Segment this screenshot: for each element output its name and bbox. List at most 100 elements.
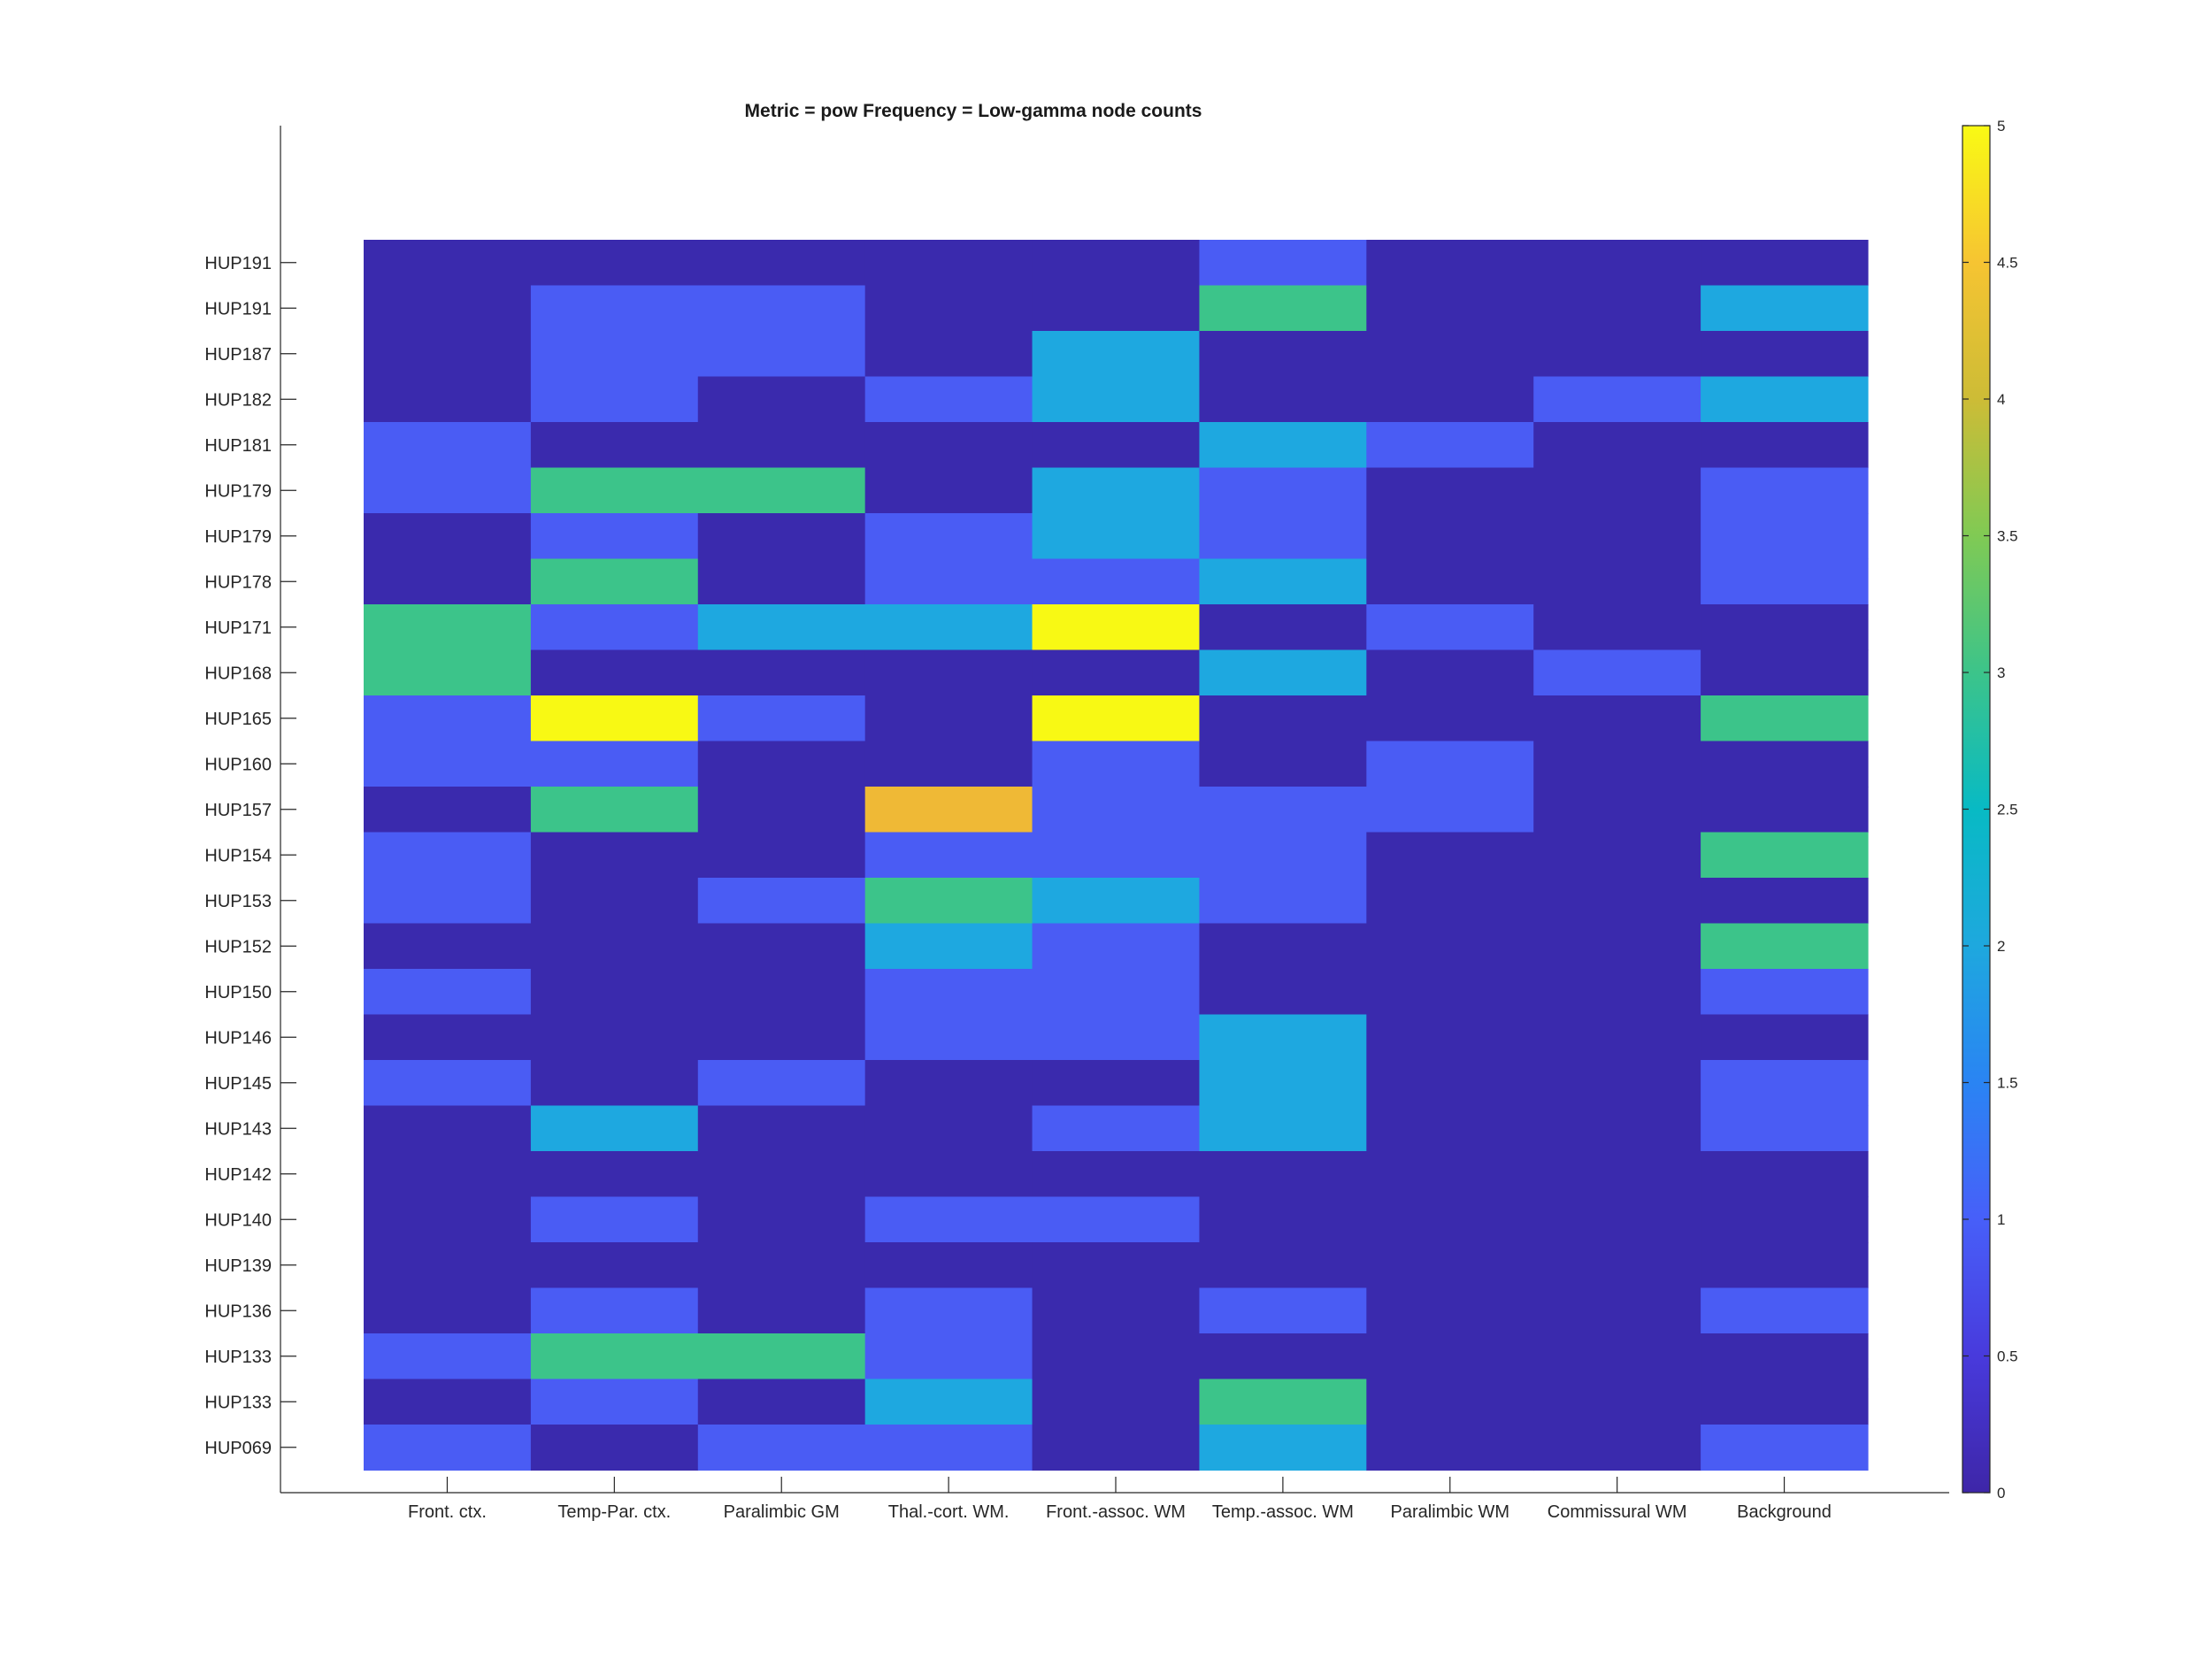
heatmap-cell bbox=[697, 1060, 866, 1107]
heatmap-cell bbox=[1701, 376, 1869, 423]
heatmap-cell bbox=[1032, 1105, 1201, 1152]
heatmap-cell bbox=[364, 422, 532, 469]
heatmap-cell bbox=[530, 1379, 699, 1425]
heatmap-cell bbox=[697, 1105, 866, 1152]
heatmap-cell bbox=[1533, 969, 1701, 1016]
heatmap-cell bbox=[1366, 1196, 1534, 1243]
heatmap-cell bbox=[1533, 467, 1701, 514]
heatmap-cell bbox=[697, 467, 866, 514]
heatmap-cell bbox=[1366, 240, 1534, 287]
heatmap-cell bbox=[530, 787, 699, 833]
heatmap-cell bbox=[364, 695, 532, 742]
heatmap-cell bbox=[1366, 1105, 1534, 1152]
heatmap-cell bbox=[864, 513, 1033, 560]
heatmap-cell bbox=[1032, 1242, 1201, 1289]
heatmap-cell bbox=[1366, 467, 1534, 514]
heatmap-cell bbox=[1199, 1060, 1367, 1107]
colorbar: 0 0.5 1 1.5 2 2.5 3 3.5 4 4.5 5 bbox=[1962, 118, 2018, 1502]
heatmap-cell bbox=[1032, 878, 1201, 925]
y-tick-label: HUP145 bbox=[204, 1074, 272, 1094]
heatmap-cell bbox=[530, 1151, 699, 1198]
heatmap-cell bbox=[1032, 1196, 1201, 1243]
heatmap-cell bbox=[1533, 558, 1701, 605]
heatmap-cell bbox=[364, 1287, 532, 1334]
heatmap-cell bbox=[530, 1014, 699, 1061]
heatmap-cell bbox=[1199, 376, 1367, 423]
heatmap-cell bbox=[364, 1060, 532, 1107]
heatmap-cell bbox=[364, 1196, 532, 1243]
heatmap-cell bbox=[1199, 240, 1367, 287]
heatmap-cell bbox=[364, 1333, 532, 1380]
heatmap-cell bbox=[1366, 649, 1534, 696]
heatmap-cell bbox=[1032, 467, 1201, 514]
heatmap-cell bbox=[530, 1425, 699, 1471]
heatmap-cell bbox=[697, 649, 866, 696]
heatmap-cell bbox=[1701, 969, 1869, 1016]
heatmap-cell bbox=[1032, 649, 1201, 696]
x-ticks: Front. ctx. Temp-Par. ctx. Paralimbic GM Th… bbox=[408, 1477, 1832, 1522]
y-tick-label: HUP143 bbox=[204, 1119, 272, 1139]
heatmap-cell bbox=[1032, 285, 1201, 332]
heatmap-cell bbox=[697, 1014, 866, 1061]
heatmap-cell bbox=[1199, 923, 1367, 970]
heatmap-cell bbox=[1701, 1379, 1869, 1425]
heatmap-cell bbox=[1366, 923, 1534, 970]
heatmap-cell bbox=[1701, 240, 1869, 287]
heatmap-cell bbox=[1701, 1060, 1869, 1107]
heatmap-cell bbox=[864, 969, 1033, 1016]
x-tick-label: Paralimbic WM bbox=[1391, 1502, 1509, 1522]
heatmap-cell bbox=[364, 1014, 532, 1061]
y-tick-label: HUP139 bbox=[204, 1256, 272, 1276]
heatmap-cell bbox=[1032, 422, 1201, 469]
heatmap-cell bbox=[530, 1196, 699, 1243]
heatmap-cell bbox=[1032, 1151, 1201, 1198]
y-tick-label: HUP146 bbox=[204, 1028, 272, 1048]
heatmap-cell bbox=[697, 1196, 866, 1243]
heatmap-cell bbox=[1701, 923, 1869, 970]
heatmap-cell bbox=[1533, 1333, 1701, 1380]
heatmap-cell bbox=[1199, 1379, 1367, 1425]
heatmap-cell bbox=[530, 1105, 699, 1152]
heatmap-cell bbox=[697, 285, 866, 332]
heatmap-cell bbox=[697, 604, 866, 651]
heatmap-cell bbox=[530, 513, 699, 560]
heatmap-cell bbox=[1701, 1196, 1869, 1243]
heatmap-cell bbox=[1533, 1105, 1701, 1152]
heatmap-cell bbox=[1366, 1060, 1534, 1107]
heatmap-cell bbox=[1032, 1014, 1201, 1061]
heatmap-cell bbox=[697, 1379, 866, 1425]
heatmap-cell bbox=[864, 1425, 1033, 1471]
heatmap-cell bbox=[697, 240, 866, 287]
heatmap-cell bbox=[1032, 513, 1201, 560]
heatmap-cell bbox=[697, 969, 866, 1016]
heatmap-cell bbox=[864, 695, 1033, 742]
y-tick-label: HUP133 bbox=[204, 1348, 272, 1367]
heatmap-cell bbox=[697, 1333, 866, 1380]
heatmap-cell bbox=[1199, 604, 1367, 651]
heatmap-cell bbox=[697, 422, 866, 469]
colorbar-tick-label: 5 bbox=[1997, 118, 2005, 134]
heatmap-cell bbox=[1533, 285, 1701, 332]
heatmap-cell bbox=[1701, 467, 1869, 514]
heatmap-cell bbox=[1032, 832, 1201, 879]
heatmap-cell bbox=[1032, 923, 1201, 970]
heatmap-cell bbox=[1032, 604, 1201, 651]
colorbar-tick-label: 1.5 bbox=[1997, 1075, 2018, 1092]
heatmap-cell bbox=[530, 1287, 699, 1334]
heatmap-cell bbox=[530, 878, 699, 925]
heatmap-cell bbox=[1199, 1105, 1367, 1152]
y-tick-label: HUP140 bbox=[204, 1210, 272, 1230]
y-tick-label: HUP154 bbox=[204, 846, 272, 865]
heatmap-cell bbox=[530, 741, 699, 787]
y-tick-label: HUP171 bbox=[204, 618, 272, 638]
heatmap-cell bbox=[1032, 695, 1201, 742]
heatmap-cell bbox=[364, 969, 532, 1016]
heatmap-cell bbox=[530, 1060, 699, 1107]
heatmap-cell bbox=[364, 513, 532, 560]
heatmap-cell bbox=[1533, 1425, 1701, 1471]
heatmap-cell bbox=[1701, 1151, 1869, 1198]
y-tick-label: HUP160 bbox=[204, 755, 272, 774]
heatmap-cell bbox=[864, 741, 1033, 787]
colorbar-tick-label: 3.5 bbox=[1997, 528, 2018, 545]
heatmap-cell bbox=[364, 741, 532, 787]
